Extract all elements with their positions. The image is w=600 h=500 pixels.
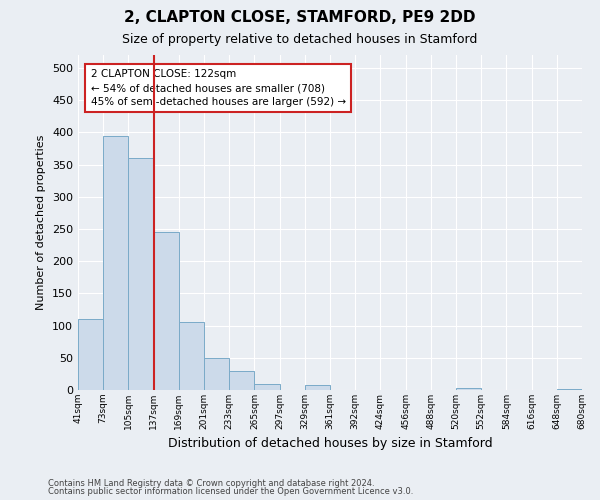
Bar bbox=[103, 136, 128, 390]
Bar bbox=[179, 322, 204, 390]
Text: 2 CLAPTON CLOSE: 122sqm
← 54% of detached houses are smaller (708)
45% of semi-d: 2 CLAPTON CLOSE: 122sqm ← 54% of detache… bbox=[91, 69, 346, 107]
Bar bbox=[78, 319, 103, 390]
Y-axis label: Number of detached properties: Number of detached properties bbox=[37, 135, 46, 310]
Bar bbox=[229, 370, 254, 390]
X-axis label: Distribution of detached houses by size in Stamford: Distribution of detached houses by size … bbox=[167, 438, 493, 450]
Text: 2, CLAPTON CLOSE, STAMFORD, PE9 2DD: 2, CLAPTON CLOSE, STAMFORD, PE9 2DD bbox=[124, 10, 476, 25]
Bar bbox=[128, 158, 154, 390]
Bar bbox=[154, 232, 179, 390]
Bar bbox=[204, 358, 229, 390]
Bar bbox=[557, 388, 582, 390]
Text: Contains public sector information licensed under the Open Government Licence v3: Contains public sector information licen… bbox=[48, 487, 413, 496]
Text: Contains HM Land Registry data © Crown copyright and database right 2024.: Contains HM Land Registry data © Crown c… bbox=[48, 478, 374, 488]
Bar bbox=[254, 384, 280, 390]
Bar bbox=[456, 388, 481, 390]
Bar bbox=[305, 386, 330, 390]
Text: Size of property relative to detached houses in Stamford: Size of property relative to detached ho… bbox=[122, 32, 478, 46]
